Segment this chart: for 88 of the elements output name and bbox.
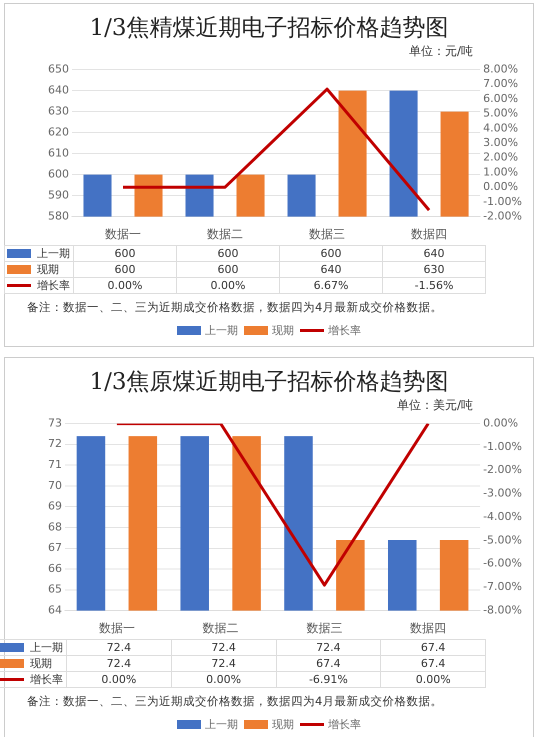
chart-title: 1/3焦原煤近期电子招标价格趋势图 — [88, 368, 450, 397]
y2-tick-label: -5.00% — [483, 533, 522, 546]
legend-label: 现期 — [272, 718, 294, 731]
y2-tick-label: -4.00% — [483, 510, 522, 523]
y2-tick-label: 8.00% — [483, 62, 518, 76]
y-tick-label: 73 — [48, 416, 62, 430]
y2-tick-label: 0.00% — [483, 416, 518, 430]
text: 备注：数据一、二、三为近期成交价格数据，数据四为4月最新成交价格数据。 — [27, 300, 444, 315]
data-label: 0.00% — [380, 672, 486, 688]
x-tick-label: 数据一 — [98, 620, 135, 635]
x-tick-label: 数据二 — [207, 226, 244, 241]
y2-tick-label: 6.00% — [483, 92, 518, 105]
data-label: 600 — [74, 262, 177, 278]
legend-label: 上一期 — [205, 718, 238, 731]
text: 现期 — [30, 657, 52, 670]
data-label: 640 — [382, 246, 486, 262]
y2-tick-label: -1.00% — [483, 194, 522, 208]
data-label: 72.4 — [171, 640, 276, 656]
y2-tick-label: -7.00% — [483, 580, 522, 594]
data-label: 67.4 — [380, 640, 486, 656]
y2-tick-label: -1.00% — [483, 440, 522, 453]
y-tick-label: 69 — [48, 500, 62, 513]
x-tick-label: 数据四 — [410, 620, 446, 635]
y-tick-label: 610 — [48, 146, 69, 160]
legend-label: 增长率 — [37, 279, 70, 292]
y2-tick-label: -3.00% — [483, 486, 522, 500]
text: 增长率 — [328, 718, 361, 731]
legend-label: 上一期 — [205, 324, 238, 337]
x-tick-label: 数据三 — [309, 226, 346, 241]
y-tick-label: 72 — [48, 437, 62, 450]
y2-tick-label: 2.00% — [483, 150, 518, 164]
y-tick-label: 600 — [48, 167, 69, 180]
data-label: 67.4 — [380, 656, 486, 672]
text: 备注：数据一、二、三为近期成交价格数据，数据四为4月最新成交价格数据。 — [27, 694, 444, 709]
y-tick-label: 70 — [48, 478, 62, 492]
data-label: 600 — [280, 246, 383, 262]
y-tick-label: 650 — [48, 62, 69, 76]
data-label: 0.00% — [176, 278, 280, 294]
y-tick-label: 66 — [48, 562, 62, 575]
chart-subtitle: 单位：美元/吨 — [396, 397, 473, 414]
x-tick-label: 数据四 — [411, 226, 448, 241]
y-tick-label: 580 — [48, 209, 69, 222]
data-label: 72.4 — [66, 656, 172, 672]
chart-subtitle: 单位：元/吨 — [408, 43, 473, 60]
y-tick-label: 620 — [48, 125, 69, 138]
data-label: -6.91% — [276, 672, 381, 688]
data-label: 600 — [176, 262, 280, 278]
text: 上一期 — [37, 247, 70, 260]
legend-label: 现期 — [272, 324, 294, 337]
data-label: 0.00% — [66, 672, 172, 688]
y2-tick-label: -2.00% — [483, 209, 522, 222]
y-tick-label: 640 — [48, 83, 69, 96]
x-tick-label: 数据一 — [105, 226, 142, 241]
y-tick-label: 630 — [48, 104, 69, 118]
data-label: 6.67% — [280, 278, 383, 294]
y-tick-label: 65 — [48, 582, 62, 596]
text: 上一期 — [30, 641, 63, 654]
y-tick-label: 68 — [48, 520, 62, 534]
y2-tick-label: 3.00% — [483, 136, 518, 149]
y2-tick-label: 1.00% — [483, 165, 518, 178]
data-label: 0.00% — [74, 278, 177, 294]
x-tick-label: 数据三 — [306, 620, 342, 635]
y-tick-label: 67 — [48, 541, 62, 554]
y-tick-label: 71 — [48, 458, 62, 472]
y2-tick-label: -6.00% — [483, 556, 522, 570]
data-label: 600 — [74, 246, 177, 262]
y2-tick-label: -2.00% — [483, 463, 522, 476]
data-label: 67.4 — [276, 656, 381, 672]
data-label: 0.00% — [171, 672, 276, 688]
y2-tick-label: 0.00% — [483, 180, 518, 194]
data-label: 640 — [280, 262, 383, 278]
chart-title: 1/3焦精煤近期电子招标价格趋势图 — [88, 14, 450, 43]
x-tick-label: 数据二 — [202, 620, 239, 635]
data-label: 72.4 — [276, 640, 381, 656]
data-label: 630 — [382, 262, 486, 278]
data-label: 72.4 — [66, 640, 172, 656]
y-tick-label: 590 — [48, 188, 69, 202]
y2-tick-label: -8.00% — [483, 603, 522, 616]
text: 现期 — [37, 263, 59, 276]
text: 增长率 — [328, 324, 361, 337]
data-label: -1.56% — [382, 278, 486, 294]
y2-tick-label: 4.00% — [483, 121, 518, 134]
data-label: 600 — [176, 246, 280, 262]
y-tick-label: 64 — [48, 603, 62, 616]
legend-label: 增长率 — [30, 673, 63, 686]
y2-tick-label: 5.00% — [483, 106, 518, 120]
y2-tick-label: 7.00% — [483, 77, 518, 90]
data-label: 72.4 — [171, 656, 276, 672]
